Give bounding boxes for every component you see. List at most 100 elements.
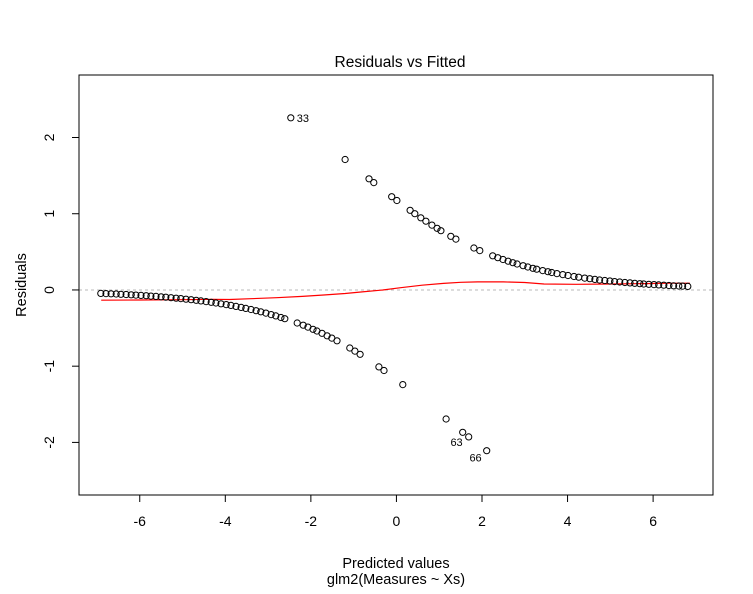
data-point-negative-residuals xyxy=(137,291,145,299)
data-point-positive-residuals xyxy=(470,244,478,252)
data-point-negative-residuals xyxy=(132,291,140,299)
data-point-positive-residuals xyxy=(675,282,683,290)
data-point-positive-residuals xyxy=(524,263,532,271)
data-point-negative-residuals xyxy=(117,290,125,298)
data-point-positive-residuals xyxy=(544,268,552,276)
data-point-negative-residuals xyxy=(483,447,491,455)
data-point-positive-residuals xyxy=(393,196,401,205)
data-point-negative-residuals xyxy=(127,291,135,299)
data-point-positive-residuals xyxy=(586,275,594,283)
data-point-negative-residuals xyxy=(267,311,275,319)
data-point-positive-residuals xyxy=(417,214,425,222)
data-point-negative-residuals xyxy=(237,303,245,311)
data-point-negative-residuals xyxy=(333,337,341,345)
data-point-positive-residuals xyxy=(655,281,663,289)
data-point-negative-residuals xyxy=(309,325,317,333)
data-point-negative-residuals xyxy=(247,305,255,314)
data-point-negative-residuals xyxy=(351,347,359,355)
data-point-negative-residuals xyxy=(465,433,473,441)
data-point-positive-residuals xyxy=(499,255,507,264)
data-point-negative-residuals xyxy=(299,321,307,329)
data-point-positive-residuals xyxy=(616,278,624,286)
red-smoother-line xyxy=(101,281,690,301)
data-point-positive-residuals xyxy=(341,155,349,164)
x-tick-label: 0 xyxy=(393,513,401,529)
data-point-positive-residuals xyxy=(406,206,414,214)
data-point-negative-residuals xyxy=(152,292,160,300)
data-point-positive-residuals xyxy=(665,281,673,290)
data-point-negative-residuals xyxy=(262,309,270,317)
data-point-positive-residuals xyxy=(452,235,460,243)
data-point-positive-residuals xyxy=(287,114,295,122)
x-tick-label: -6 xyxy=(134,513,147,529)
data-point-positive-residuals xyxy=(684,282,692,290)
data-point-negative-residuals xyxy=(442,415,450,423)
data-point-positive-residuals xyxy=(388,193,396,201)
data-point-negative-residuals xyxy=(277,313,285,322)
y-tick-label: -1 xyxy=(41,360,57,373)
data-point-positive-residuals xyxy=(679,282,687,290)
data-point-negative-residuals xyxy=(167,294,175,302)
data-point-positive-residuals xyxy=(670,282,678,290)
y-tick-label: -2 xyxy=(41,436,57,449)
y-tick-label: 0 xyxy=(41,286,57,294)
outlier-label-66: 66 xyxy=(469,453,481,465)
data-point-negative-residuals xyxy=(212,299,220,307)
data-point-negative-residuals xyxy=(222,301,230,309)
data-point-positive-residuals xyxy=(660,281,668,289)
data-point-negative-residuals xyxy=(172,294,180,302)
data-point-positive-residuals xyxy=(513,260,521,268)
data-point-positive-residuals xyxy=(437,227,445,235)
data-point-positive-residuals xyxy=(640,280,648,288)
data-point-negative-residuals xyxy=(157,293,165,301)
data-point-positive-residuals xyxy=(645,280,653,288)
x-tick-label: 6 xyxy=(649,513,657,529)
data-point-negative-residuals xyxy=(227,301,235,309)
data-point-negative-residuals xyxy=(112,290,120,298)
x-tick-label: 2 xyxy=(478,513,486,529)
data-point-negative-residuals xyxy=(356,350,364,358)
data-point-positive-residuals xyxy=(370,179,378,187)
data-point-negative-residuals xyxy=(187,296,195,304)
data-point-positive-residuals xyxy=(601,276,609,285)
data-point-positive-residuals xyxy=(581,274,589,282)
data-point-positive-residuals xyxy=(570,272,578,281)
data-point-positive-residuals xyxy=(411,210,419,218)
data-point-negative-residuals xyxy=(142,292,150,300)
data-point-negative-residuals xyxy=(346,344,354,352)
data-point-positive-residuals xyxy=(591,275,599,283)
data-point-positive-residuals xyxy=(504,257,512,265)
data-point-positive-residuals xyxy=(519,262,527,270)
data-point-negative-residuals xyxy=(281,315,289,323)
data-point-positive-residuals xyxy=(365,175,373,183)
x-axis-label: Predicted values xyxy=(342,556,449,572)
data-point-negative-residuals xyxy=(122,290,130,299)
data-point-negative-residuals xyxy=(162,293,170,301)
data-point-positive-residuals xyxy=(611,278,619,286)
data-point-negative-residuals xyxy=(182,295,190,303)
data-point-positive-residuals xyxy=(533,265,541,273)
data-point-negative-residuals xyxy=(380,366,388,375)
data-point-negative-residuals xyxy=(459,428,467,436)
data-point-positive-residuals xyxy=(650,281,658,289)
data-point-negative-residuals xyxy=(242,304,250,312)
data-point-positive-residuals xyxy=(509,259,517,267)
data-point-negative-residuals xyxy=(102,290,110,298)
data-point-negative-residuals xyxy=(293,319,301,327)
y-axis-label: Residuals xyxy=(14,253,30,317)
data-point-negative-residuals xyxy=(192,296,200,304)
data-point-negative-residuals xyxy=(399,381,407,389)
data-point-positive-residuals xyxy=(626,279,634,287)
data-point-negative-residuals xyxy=(147,292,155,300)
data-point-positive-residuals xyxy=(621,278,629,287)
data-point-negative-residuals xyxy=(207,298,215,306)
x-tick-label: -4 xyxy=(219,513,232,529)
data-point-positive-residuals xyxy=(606,277,614,285)
data-point-negative-residuals xyxy=(107,290,115,298)
y-tick-label: 1 xyxy=(41,210,57,218)
data-point-positive-residuals xyxy=(631,279,639,287)
data-point-positive-residuals xyxy=(596,276,604,284)
data-point-positive-residuals xyxy=(476,247,484,255)
data-point-negative-residuals xyxy=(97,289,105,297)
